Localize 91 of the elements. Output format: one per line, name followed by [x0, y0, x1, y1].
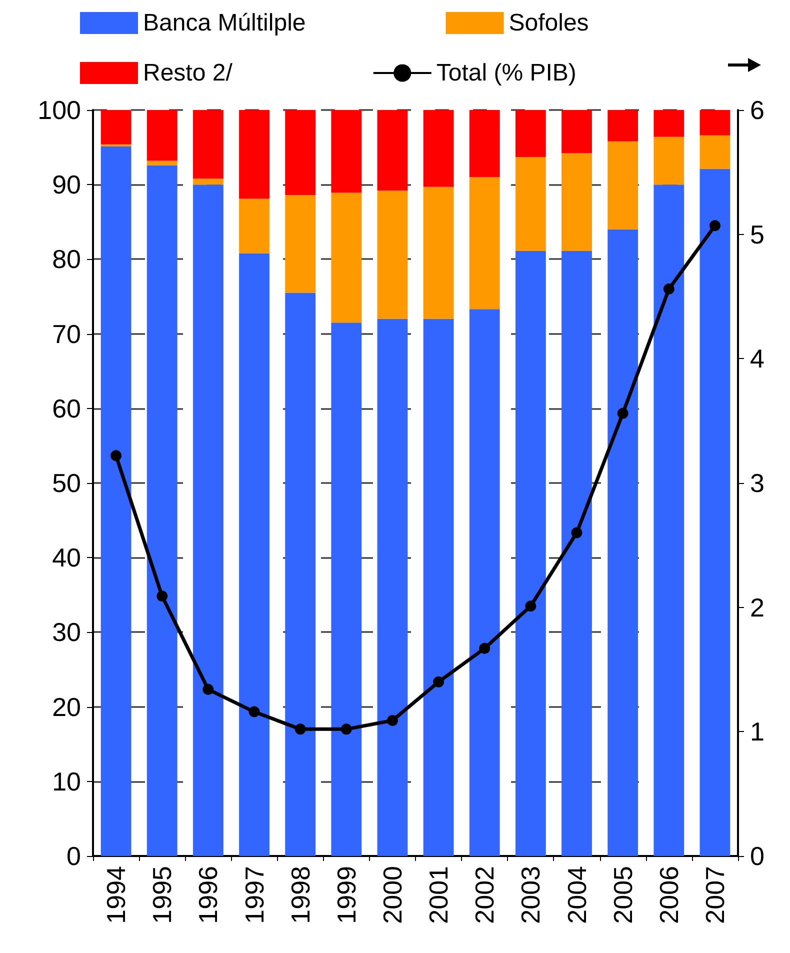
point	[248, 706, 260, 718]
point	[479, 642, 490, 654]
bar	[239, 253, 270, 856]
bar	[285, 110, 316, 196]
bar	[700, 168, 730, 856]
bar	[700, 110, 730, 136]
x-tick-label: 2001	[424, 866, 454, 924]
y2-tick-label: 3	[750, 468, 764, 498]
legend-label: Banca Múltilple	[143, 10, 306, 36]
bar	[100, 146, 132, 856]
bar	[469, 177, 500, 310]
bar	[469, 110, 500, 178]
point	[110, 450, 122, 462]
y-tick-label: 80	[52, 244, 81, 274]
legend-label: Sofoles	[508, 10, 589, 36]
bar	[654, 184, 684, 856]
y2-tick-label: 0	[750, 841, 764, 871]
bar	[100, 110, 132, 144]
x-tick-label: 2004	[562, 866, 592, 924]
point	[617, 408, 628, 419]
point	[340, 724, 352, 735]
bar	[331, 322, 362, 856]
y-tick-label: 30	[52, 617, 81, 648]
bar	[377, 190, 408, 319]
x-tick-label: 2002	[470, 866, 500, 924]
bar	[377, 318, 408, 856]
point	[433, 676, 444, 688]
bar	[654, 136, 684, 185]
x-tick-label: 1995	[147, 866, 178, 924]
x-tick-label: 1999	[331, 866, 362, 924]
y-tick-label: 20	[52, 692, 81, 722]
legend-label: Total (% PIB)	[436, 60, 576, 86]
y2-tick-label: 4	[750, 344, 764, 374]
x-tick-label: 2003	[516, 866, 546, 924]
point	[202, 684, 214, 695]
bar	[515, 250, 546, 856]
bar	[469, 309, 500, 856]
bar	[562, 110, 592, 154]
x-tick-label: 2005	[608, 866, 638, 924]
x-tick-label: 2006	[654, 866, 684, 924]
bar	[700, 135, 730, 169]
bar	[239, 198, 270, 254]
x-tick-label: 1996	[193, 866, 224, 924]
bar	[608, 141, 638, 230]
bar	[285, 292, 316, 856]
bar	[192, 184, 224, 856]
y2-tick-label: 5	[750, 219, 764, 250]
legend-label: Resto 2/	[143, 60, 233, 86]
point	[156, 590, 168, 602]
bar	[146, 160, 178, 166]
bar	[654, 110, 684, 137]
x-tick-label: 1994	[101, 866, 132, 924]
x-tick-label: 1997	[239, 866, 270, 924]
y-tick-label: 0	[66, 841, 81, 871]
y-tick-label: 40	[52, 542, 81, 573]
point	[386, 714, 398, 726]
bar	[192, 178, 224, 185]
bar	[608, 110, 638, 142]
y-tick-label: 70	[52, 318, 81, 349]
bar	[331, 192, 362, 323]
point	[294, 724, 306, 735]
point	[571, 527, 582, 538]
bar	[423, 186, 454, 319]
y-tick-label: 90	[52, 170, 81, 200]
bar	[608, 229, 638, 856]
y-tick-label: 10	[52, 766, 81, 796]
bar	[423, 318, 454, 856]
x-tick-label: 2007	[700, 866, 730, 924]
x-tick-label: 2000	[377, 866, 408, 924]
bar	[562, 153, 592, 251]
y2-tick-label: 6	[750, 95, 764, 125]
bar	[515, 110, 546, 157]
bar	[331, 110, 362, 193]
bar	[423, 110, 454, 187]
y2-tick-label: 2	[750, 592, 764, 622]
bar	[285, 195, 316, 293]
bar	[146, 165, 178, 856]
bar	[192, 110, 224, 179]
y-tick-label: 60	[52, 393, 81, 424]
point	[525, 600, 536, 612]
bar	[562, 250, 592, 856]
y2-tick-label: 1	[750, 716, 764, 747]
point	[709, 220, 720, 232]
point	[663, 284, 674, 295]
bar	[146, 110, 178, 161]
bar	[515, 157, 546, 251]
bar	[239, 110, 270, 199]
y-tick-label: 50	[52, 468, 81, 498]
bar	[377, 110, 408, 191]
y-tick-label: 100	[38, 95, 81, 125]
x-tick-label: 1998	[285, 866, 316, 924]
